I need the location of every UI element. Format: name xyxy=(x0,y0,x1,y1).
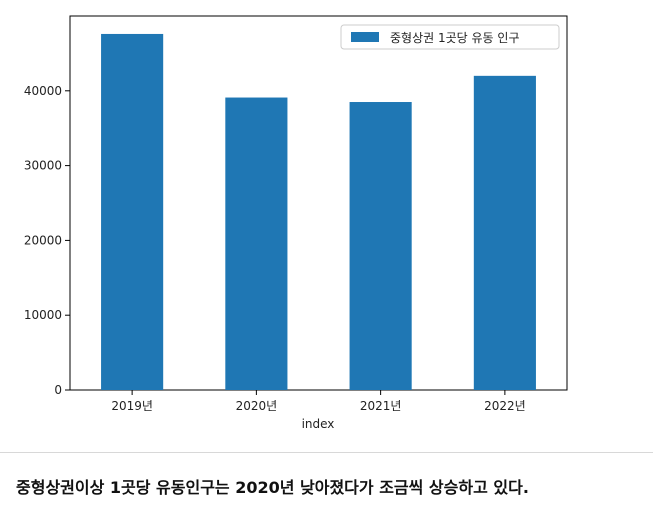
x-tick-label: 2020년 xyxy=(236,399,278,413)
legend-swatch xyxy=(351,32,379,42)
bar-0 xyxy=(101,33,164,391)
y-tick-label: 0 xyxy=(54,383,62,397)
bar-3 xyxy=(473,75,536,390)
legend: 중형상권 1곳당 유동 인구 xyxy=(340,24,560,50)
bar-2 xyxy=(349,102,412,391)
legend-label: 중형상권 1곳당 유동 인구 xyxy=(390,31,519,45)
bars-group xyxy=(101,33,536,391)
caption-text: 중형상권이상 1곳당 유동인구는 2020년 낮아졌다가 조금씩 상승하고 있다… xyxy=(16,478,529,497)
divider xyxy=(0,452,653,453)
x-tick-label: 2019년 xyxy=(111,399,153,413)
bar-chart: 0 10000 20000 30000 40000 2019년 2020년 2021년 202… xyxy=(24,15,568,431)
y-tick-label: 30000 xyxy=(24,159,62,173)
bar-1 xyxy=(225,97,288,391)
y-tick-label: 20000 xyxy=(24,233,62,247)
x-tick-label: 2022년 xyxy=(484,399,526,413)
legend-frame xyxy=(340,24,560,50)
y-axis-ticks: 0 10000 20000 30000 40000 xyxy=(24,84,70,397)
x-tick-label: 2021년 xyxy=(360,399,402,413)
x-axis-ticks: 2019년 2020년 2021년 2022년 xyxy=(111,390,526,413)
y-tick-label: 10000 xyxy=(24,308,62,322)
y-tick-label: 40000 xyxy=(24,84,62,98)
x-axis-label: index xyxy=(302,417,335,431)
